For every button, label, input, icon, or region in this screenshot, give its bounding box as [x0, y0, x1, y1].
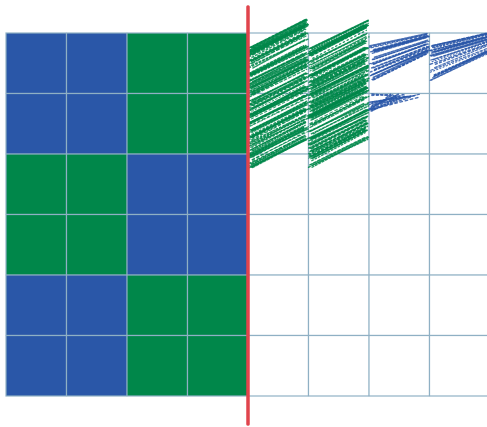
- pattern-cell-green: [65, 213, 128, 276]
- pattern-cell-blue: [5, 32, 68, 95]
- pattern-cell-blue: [186, 153, 249, 216]
- pattern-cell-blue: [5, 274, 68, 337]
- grid-cell[interactable]: [428, 153, 487, 216]
- pattern-cell-blue: [65, 92, 128, 155]
- grid-cell[interactable]: [428, 213, 487, 276]
- scribble-green: [307, 79, 370, 169]
- pattern-cell-blue: [126, 213, 189, 276]
- pattern-cell-blue: [65, 32, 128, 95]
- pattern-cell-green: [186, 92, 249, 155]
- pattern-cell-green: [5, 153, 68, 216]
- scribble-layer: [247, 18, 487, 169]
- pattern-cell-green: [126, 32, 189, 95]
- scribble-green: [307, 19, 370, 108]
- grid-cell[interactable]: [428, 274, 487, 337]
- grid-cell[interactable]: [368, 274, 431, 337]
- pattern-cell-blue: [186, 213, 249, 276]
- grid-cell[interactable]: [307, 213, 370, 276]
- scribble-blue: [368, 32, 430, 81]
- grid-cell[interactable]: [428, 334, 487, 397]
- pattern-cell-green: [186, 32, 249, 95]
- grid-cell[interactable]: [247, 213, 310, 276]
- pattern-cell-green: [186, 274, 249, 337]
- grid-cell[interactable]: [247, 334, 310, 397]
- pattern-cell-blue: [65, 274, 128, 337]
- grid-cell[interactable]: [307, 334, 370, 397]
- grid-cell[interactable]: [428, 92, 487, 155]
- pattern-cell-green: [186, 334, 249, 397]
- grid-cell[interactable]: [307, 274, 370, 337]
- pattern-cell-blue: [5, 92, 68, 155]
- pattern-cell-blue: [126, 153, 189, 216]
- grid-cell[interactable]: [368, 153, 431, 216]
- scribble-green: [247, 78, 310, 169]
- grid-cell[interactable]: [247, 274, 310, 337]
- pattern-cell-green: [126, 334, 189, 397]
- reference-pattern-grid: [5, 32, 249, 397]
- pattern-cell-green: [126, 274, 189, 337]
- pattern-cell-blue: [65, 334, 128, 397]
- pattern-cell-green: [65, 153, 128, 216]
- pattern-cell-green: [126, 92, 189, 155]
- pattern-cell-green: [5, 213, 68, 276]
- scribble-blue: [428, 32, 487, 81]
- grid-cell[interactable]: [368, 213, 431, 276]
- pattern-cell-blue: [5, 334, 68, 397]
- scribble-green: [247, 18, 310, 107]
- scribble-blue: [368, 93, 422, 112]
- grid-cell[interactable]: [368, 334, 431, 397]
